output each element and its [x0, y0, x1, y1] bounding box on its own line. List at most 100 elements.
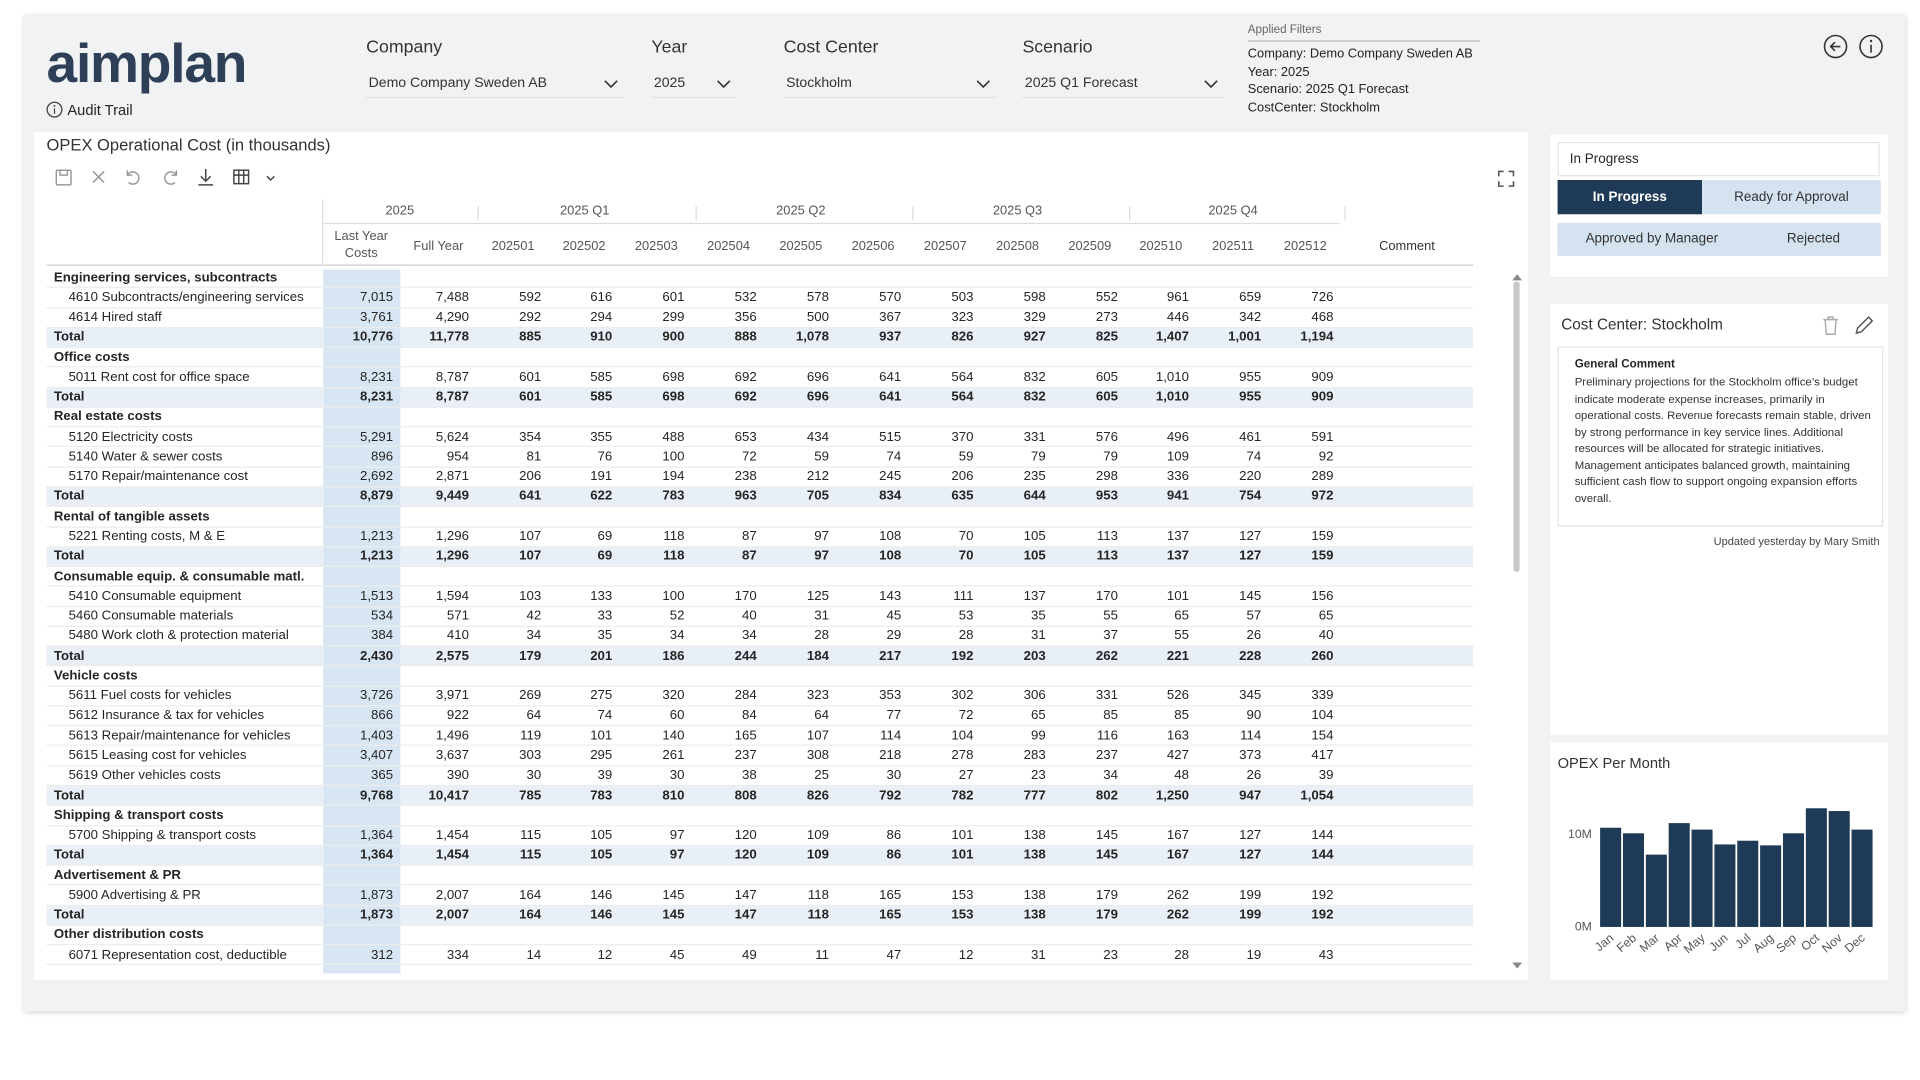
cell: 40 [1318, 628, 1334, 644]
cell: 954 [446, 449, 469, 464]
cell: 165 [879, 907, 902, 923]
cell: 74 [886, 449, 902, 464]
cell: 370 [951, 429, 974, 445]
cell: 334 [446, 947, 469, 963]
cell: 105 [1023, 528, 1046, 544]
cell: 284 [734, 688, 757, 704]
cell: 331 [1023, 429, 1046, 445]
cell: 30 [669, 768, 685, 783]
row-label: 5612 Insurance & tax for vehicles [68, 708, 265, 723]
cell: 125 [806, 588, 829, 604]
divider [323, 222, 1340, 225]
cell: 1,194 [1300, 329, 1334, 345]
section-title: Engineering services, subcontracts [53, 270, 278, 285]
cell: 3,637 [435, 748, 469, 763]
scroll-down[interactable] [1510, 960, 1525, 972]
scroll-up[interactable] [1510, 271, 1525, 283]
x-tick-label: Sep [1773, 931, 1799, 956]
cell: 1,403 [359, 728, 394, 743]
cell: 12 [958, 947, 974, 963]
cell: 570 [879, 289, 902, 305]
cell: 345 [1239, 688, 1262, 704]
applied-filters-title: Applied Filters [1247, 23, 1322, 37]
cell: 153 [951, 907, 974, 923]
filter-dropdown[interactable]: 2025 [651, 69, 738, 98]
cell: 3,761 [359, 309, 394, 325]
cell: 34 [669, 628, 685, 644]
cell: 221 [1166, 648, 1189, 664]
cell: 147 [734, 887, 757, 903]
cell: 31 [814, 608, 829, 624]
cell: 111 [953, 588, 974, 604]
cell: 1,364 [359, 847, 394, 863]
section-title: Vehicle costs [53, 668, 138, 684]
cell: 336 [1166, 469, 1189, 484]
cell: 1,010 [1155, 369, 1189, 385]
cell: 705 [806, 489, 829, 504]
cell: 92 [1318, 449, 1334, 464]
cell: 410 [446, 628, 469, 644]
cell: 48 [1174, 768, 1189, 783]
cell: 70 [958, 528, 974, 544]
bar [1668, 823, 1690, 927]
cell: 34 [526, 628, 542, 644]
cell: 72 [742, 449, 757, 464]
cell: 782 [951, 787, 974, 803]
filter-dropdown[interactable]: Stockholm [783, 69, 997, 98]
cell: 113 [1096, 548, 1118, 564]
cell: 922 [446, 708, 469, 723]
cell: 289 [1311, 469, 1334, 484]
cell: 692 [734, 389, 757, 405]
expand-button[interactable] [1496, 169, 1516, 189]
info-button[interactable] [1858, 33, 1885, 60]
section-title: Advertisement & PR [53, 867, 181, 883]
cell: 145 [1095, 847, 1118, 863]
cell: 298 [1095, 469, 1118, 484]
cell: 434 [806, 429, 829, 445]
back-button[interactable] [1822, 33, 1849, 60]
cell: 238 [734, 469, 757, 484]
logo: aimplan [46, 31, 248, 95]
chevron-icon [1204, 80, 1218, 89]
status-dropdown[interactable]: In Progress [1557, 142, 1880, 177]
cell: 104 [951, 728, 974, 743]
cell: 76 [597, 449, 613, 464]
cell: 105 [590, 827, 613, 843]
cell: 468 [1311, 309, 1334, 325]
cell: 1,213 [359, 528, 394, 544]
chart-title: OPEX Per Month [1557, 754, 1671, 772]
cell: 278 [951, 748, 974, 763]
status-button[interactable]: Approved by Manager [1557, 222, 1747, 256]
cell: 127 [1239, 548, 1262, 564]
row-divider [46, 346, 1474, 348]
cell: 354 [519, 429, 542, 445]
cell: 79 [1031, 449, 1046, 464]
scrollbar-thumb[interactable] [1513, 281, 1520, 572]
row-divider [46, 924, 1474, 926]
audit-trail-link[interactable]: Audit Trail [67, 101, 133, 119]
x-tick-label: Feb [1614, 931, 1639, 955]
cell: 909 [1311, 369, 1334, 385]
cell: 808 [734, 787, 757, 803]
cell: 192 [1311, 907, 1334, 923]
cell: 26 [1246, 768, 1262, 783]
column-header: 202506 [851, 238, 895, 254]
cell: 53 [958, 608, 974, 624]
status-button[interactable]: In Progress [1557, 180, 1703, 215]
cell: 203 [1023, 648, 1046, 664]
x-tick-label: Jun [1706, 931, 1730, 955]
row-divider [46, 944, 1474, 946]
cell: 194 [662, 469, 685, 484]
cell: 785 [519, 787, 542, 803]
cell: 27 [958, 768, 974, 783]
cell: 262 [1095, 648, 1118, 664]
status-button[interactable]: Ready for Approval [1702, 180, 1881, 215]
cell: 302 [951, 688, 974, 704]
cell: 39 [1318, 768, 1334, 783]
status-button[interactable]: Rejected [1746, 222, 1881, 256]
row-divider [46, 745, 1474, 747]
cell: 900 [662, 329, 685, 345]
row-label: 6071 Representation cost, deductible [68, 947, 287, 963]
filter-dropdown[interactable]: 2025 Q1 Forecast [1022, 69, 1225, 98]
filter-dropdown[interactable]: Demo Company Sweden AB [366, 69, 625, 98]
